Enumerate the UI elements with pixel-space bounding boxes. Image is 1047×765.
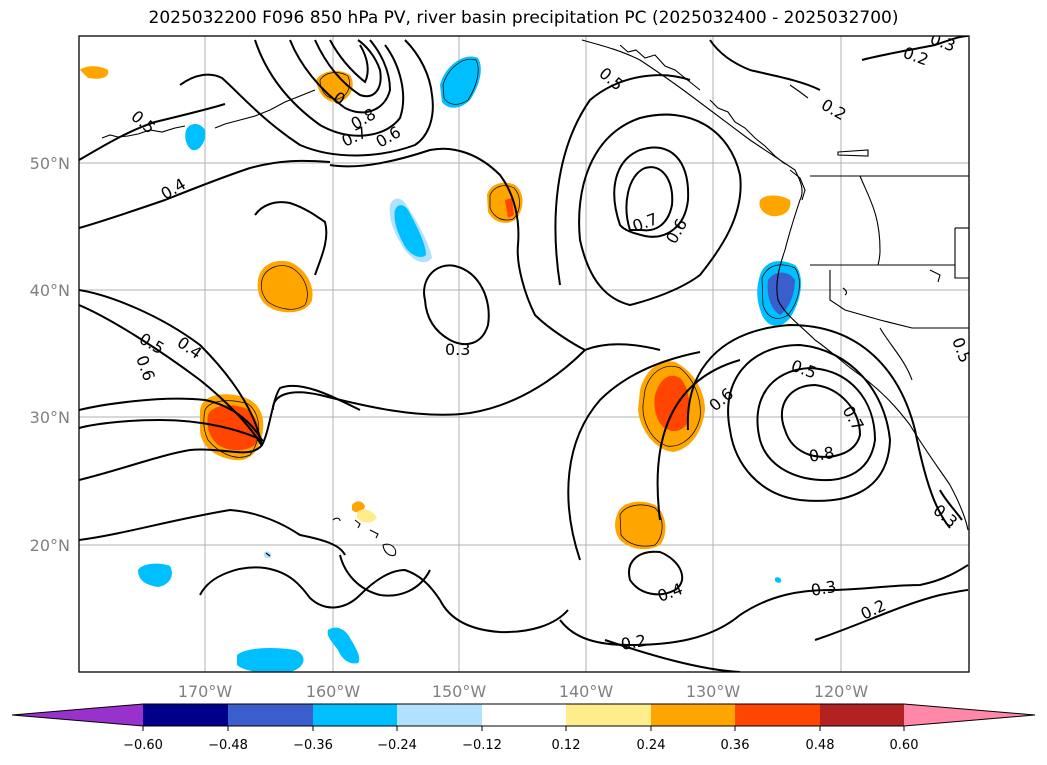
colorbar-segment <box>397 704 482 726</box>
lat-labels: 50°N 40°N 30°N 20°N <box>30 154 70 555</box>
contour-label: 0.2 <box>858 596 889 624</box>
contour-label: 0.7 <box>839 403 868 435</box>
colorbar-segment <box>651 704 735 726</box>
precip-shading <box>80 56 802 672</box>
colorbar-tick-label: −0.36 <box>293 738 333 753</box>
coastlines <box>101 39 969 557</box>
map-frame <box>78 35 970 673</box>
colorbar-tick-label: 0.36 <box>721 738 750 753</box>
map-title: 2025032200 F096 850 hPa PV, river basin … <box>148 8 899 28</box>
colorbar-tick-label: −0.48 <box>208 738 248 753</box>
colorbar-tick-label: −0.24 <box>377 738 417 753</box>
contour-label: 0.6 <box>373 122 405 151</box>
contour-label: 0.5 <box>789 356 819 383</box>
colorbar-segment <box>482 704 566 726</box>
colorbar-tick-label: 0.60 <box>890 738 919 753</box>
colorbar: −0.60 −0.48 −0.36 −0.24 −0.12 0.12 0.24 … <box>11 703 1036 753</box>
pv-contour-labels: 0.5 0.4 0 0.8 0.7 0.6 0.5 0.7 0.6 0.3 0.… <box>127 29 975 654</box>
lat-label: 20°N <box>30 536 70 555</box>
gridlines <box>79 36 969 672</box>
lon-label: 140°W <box>559 682 614 701</box>
contour-label: 0.3 <box>445 340 470 359</box>
colorbar-tick-label: −0.60 <box>123 738 163 753</box>
colorbar-segment <box>313 704 397 726</box>
contour-label: 0.8 <box>807 443 835 466</box>
contour-label: 0.5 <box>595 64 627 95</box>
colorbar-tick-label: 0.48 <box>806 738 835 753</box>
precip-outlines <box>203 58 800 547</box>
contour-label: 0.2 <box>818 95 850 124</box>
colorbar-segment <box>735 704 820 726</box>
colorbar-segment <box>143 704 228 726</box>
contour-label: 0.7 <box>630 209 660 236</box>
lon-label: 170°W <box>178 682 233 701</box>
contour-label: 0.4 <box>158 174 190 203</box>
map-area: 0.5 0.4 0 0.8 0.7 0.6 0.5 0.7 0.6 0.3 0.… <box>79 29 975 672</box>
contour-label: 0.3 <box>809 577 837 600</box>
colorbar-extend-min <box>12 704 143 726</box>
lat-label: 40°N <box>30 281 70 300</box>
contour-label: 0.3 <box>929 501 961 532</box>
colorbar-tick-label: 0.24 <box>637 738 666 753</box>
lat-label: 50°N <box>30 154 70 173</box>
colorbar-segment <box>566 704 651 726</box>
lon-labels: 170°W 160°W 150°W 140°W 130°W 120°W <box>178 682 869 701</box>
pv-contours <box>79 36 969 672</box>
lon-label: 120°W <box>814 682 869 701</box>
contour-label: 0.4 <box>174 333 206 363</box>
contour-label: 0.3 <box>928 29 958 56</box>
lon-label: 150°W <box>432 682 487 701</box>
lon-label: 130°W <box>686 682 741 701</box>
colorbar-segment <box>820 704 904 726</box>
contour-label: 0.2 <box>619 631 647 654</box>
colorbar-extend-max <box>904 704 1035 726</box>
colorbar-tick-label: −0.12 <box>462 738 502 753</box>
lat-label: 30°N <box>30 408 70 427</box>
lon-label: 160°W <box>306 682 361 701</box>
colorbar-segment <box>228 704 313 726</box>
contour-label: 0.6 <box>132 353 159 383</box>
colorbar-tick-label: 0.12 <box>552 738 581 753</box>
contour-label: 0.5 <box>948 335 975 365</box>
